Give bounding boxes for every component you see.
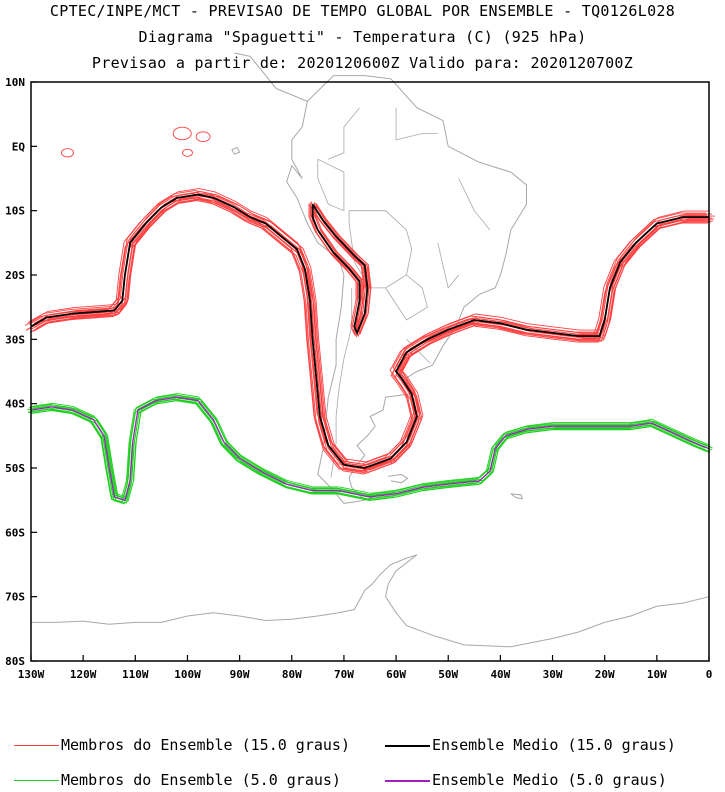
y-tick-label: EQ [12, 140, 26, 153]
member-15-blob-3 [182, 148, 193, 157]
member-15-contour-13 [30, 197, 709, 472]
header-line-3: Previsao a partir de: 2020120600Z Valido… [91, 54, 634, 72]
member-5-contour-9 [27, 399, 707, 504]
member-5-contour-8 [31, 393, 710, 498]
member-15-blob-1 [195, 131, 211, 143]
y-tick-label: 60S [5, 526, 25, 539]
x-tick-label: 80W [282, 668, 302, 681]
x-tick-label: 100W [174, 668, 201, 681]
y-tick-label: 50S [5, 462, 25, 475]
x-tick-label: 0 [706, 668, 713, 681]
y-tick-label: 20S [5, 269, 25, 282]
header-line-1: CPTEC/INPE/MCT - PREVISAO DE TEMPO GLOBA… [49, 2, 676, 20]
member-contours-15 [24, 126, 715, 475]
x-tick-label: 30W [543, 668, 563, 681]
member-15-isolated-7 [311, 207, 368, 338]
y-tick-label: 10N [5, 76, 25, 89]
mean-contours [30, 193, 710, 502]
x-tick-label: 10W [647, 668, 667, 681]
member-15-blob-0 [172, 126, 192, 141]
y-tick-label: 80S [5, 655, 25, 668]
x-tick-label: 110W [122, 668, 149, 681]
legend-mean-15: Ensemble Medio (15.0 graus) [385, 736, 676, 754]
y-tick-label: 70S [5, 591, 25, 604]
border-0 [348, 210, 413, 289]
border-2 [328, 107, 360, 160]
legend-label-mean-5: Ensemble Medio (5.0 graus) [432, 771, 667, 789]
legend-mean-5: Ensemble Medio (5.0 graus) [385, 771, 667, 789]
coastline-4 [385, 554, 710, 648]
member-15-contour-6 [36, 193, 715, 468]
legend-member-5: Membros do Ensemble (5.0 graus) [14, 771, 341, 789]
member-15-blob-2 [61, 148, 74, 158]
coastline-0 [286, 75, 527, 504]
legend-swatch-mean-15 [385, 744, 430, 747]
y-tick-label: 40S [5, 398, 25, 411]
coastline-2 [388, 473, 409, 484]
x-tick-label: 120W [70, 668, 97, 681]
coastline-1 [234, 52, 308, 102]
member-15-contour-12 [33, 195, 712, 470]
y-tick-label: 10S [5, 205, 25, 218]
border-1 [317, 158, 345, 212]
border-4 [385, 274, 428, 321]
mean-15-isolated-contour [311, 203, 369, 336]
header-line-2: Diagrama "Spaguetti" - Temperatura (C) (… [138, 28, 587, 46]
member-15-contour-9 [25, 198, 704, 473]
legend-swatch-mean-5 [385, 779, 430, 782]
coastline-layer [31, 52, 710, 648]
y-tick-label: 30S [5, 333, 25, 346]
x-tick-label: 20W [595, 668, 615, 681]
x-tick-label: 90W [230, 668, 250, 681]
x-tick-label: 40W [490, 668, 510, 681]
coastline-5 [231, 146, 241, 155]
x-tick-label: 70W [334, 668, 354, 681]
member-5-contour-7 [30, 400, 709, 505]
legend-label-mean-15: Ensemble Medio (15.0 graus) [432, 736, 676, 754]
x-tick-label: 130W [18, 668, 45, 681]
map-frame [30, 81, 710, 662]
coastline-6 [510, 493, 524, 500]
coastline-3 [31, 554, 418, 625]
legend-swatch-member-5 [14, 780, 59, 781]
x-tick-label: 60W [386, 668, 406, 681]
border-3 [395, 107, 438, 141]
legend-label-member-15: Membros do Ensemble (15.0 graus) [61, 736, 350, 754]
mean-5-contour [30, 396, 710, 502]
mean-15-contour [30, 193, 709, 469]
x-tick-label: 50W [438, 668, 458, 681]
member-contours-5 [27, 393, 713, 505]
map-border [30, 81, 710, 662]
border-8 [437, 242, 460, 289]
border-7 [458, 178, 491, 231]
legend-swatch-member-15 [14, 745, 59, 746]
legend-label-member-5: Membros do Ensemble (5.0 graus) [61, 771, 341, 789]
legend-member-15: Membros do Ensemble (15.0 graus) [14, 736, 350, 754]
